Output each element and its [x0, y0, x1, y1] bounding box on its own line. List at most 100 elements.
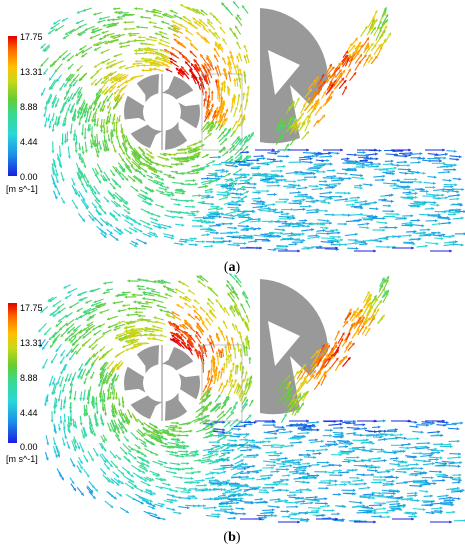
velocity-vector-head [231, 185, 235, 189]
velocity-vector-head [62, 426, 66, 430]
velocity-vector-head [366, 37, 369, 41]
velocity-vector-head [51, 105, 55, 108]
velocity-vector-head [131, 479, 135, 483]
velocity-vector-head [210, 188, 213, 192]
velocity-vector-head [106, 40, 110, 44]
velocity-vector-head [342, 69, 345, 73]
velocity-vector-head [296, 124, 300, 128]
velocity-vector-head [363, 54, 367, 58]
velocity-vector-head [217, 123, 221, 127]
velocity-vector-head [225, 335, 229, 339]
velocity-vector-head [370, 43, 374, 47]
velocity-vector-head [118, 199, 122, 202]
velocity-vector-head [155, 218, 159, 222]
velocity-vector-head [207, 377, 211, 381]
velocity-vector-head [103, 34, 107, 38]
velocity-vector-head [235, 25, 238, 29]
velocity-vector-head [58, 154, 62, 157]
velocity-vector-head [62, 200, 65, 204]
velocity-vector-head [122, 345, 126, 348]
velocity-vector-head [348, 55, 352, 59]
velocity-vector-head [97, 20, 101, 24]
velocity-vector-head [87, 119, 91, 122]
velocity-vector-head [298, 224, 301, 228]
velocity-vector-head [391, 209, 395, 213]
velocity-vector-head [175, 288, 178, 292]
velocity-vector-head [160, 279, 164, 283]
velocity-vector-head [138, 35, 141, 39]
velocity-vector-head [247, 163, 251, 167]
flow-vectors-a [40, 1, 465, 253]
velocity-vector-head [150, 155, 154, 159]
velocity-vector-head [74, 150, 78, 153]
velocity-vector-head [360, 173, 363, 177]
velocity-vector-head [181, 181, 184, 185]
velocity-vector-head [258, 217, 261, 221]
velocity-vector-head [197, 148, 201, 152]
velocity-vector-head [99, 147, 102, 150]
velocity-vector-head [158, 31, 162, 34]
velocity-vector-head [100, 229, 104, 233]
velocity-vector-head [80, 160, 84, 164]
velocity-vector-head [67, 108, 71, 112]
velocity-vector-head [413, 230, 417, 234]
velocity-vector-head [115, 237, 119, 241]
velocity-vector-head [435, 242, 439, 246]
velocity-vector-head [144, 169, 148, 173]
velocity-vector-head [175, 198, 179, 202]
velocity-vector-head [77, 194, 80, 198]
velocity-vector-head [145, 9, 149, 13]
legend-unit: [m s^-1] [6, 184, 38, 194]
velocity-vector-head [104, 413, 108, 416]
velocity-vector-head [216, 210, 220, 214]
velocity-vector-head [71, 481, 75, 484]
velocity-vector-head [55, 180, 59, 184]
velocity-vector-head [432, 232, 436, 236]
velocity-vector-head [384, 25, 387, 29]
velocity-vector-head [137, 47, 141, 51]
velocity-vector-head [214, 66, 218, 70]
velocity-vector-head [151, 289, 154, 293]
velocity-vector-head [222, 112, 225, 116]
velocity-vector-head [163, 60, 167, 63]
velocity-vector-head [129, 231, 133, 234]
velocity-vector-head [55, 173, 59, 177]
velocity-vector-head [121, 401, 125, 405]
velocity-vector-head [236, 123, 240, 127]
velocity-vector-head [197, 151, 201, 155]
velocity-vector-head [257, 165, 261, 169]
velocity-vector-head [192, 17, 196, 21]
velocity-vector-head [229, 353, 233, 357]
velocity-vector-head [206, 121, 209, 125]
velocity-vector-head [221, 2, 225, 6]
velocity-vector-head [433, 175, 437, 179]
velocity-vector-head [343, 80, 347, 83]
velocity-vector-head [208, 29, 212, 32]
velocity-vector-head [237, 243, 240, 247]
velocity-vector-head [225, 6, 229, 10]
velocity-vector-head [442, 188, 446, 192]
velocity-vector-head [236, 136, 240, 140]
velocity-vector-head [121, 177, 124, 181]
velocity-vector-head [72, 182, 76, 186]
velocity-vector-head [179, 324, 183, 328]
velocity-vector-head [78, 147, 82, 151]
velocity-vector-head [180, 189, 183, 193]
velocity-vector-head [222, 146, 226, 150]
velocity-vector-head [216, 112, 220, 116]
velocity-vector-head [103, 75, 107, 79]
velocity-vector-head [207, 21, 211, 25]
velocity-vector-head [136, 64, 139, 68]
velocity-vector-head [374, 10, 378, 14]
velocity-vector-head [227, 173, 231, 176]
velocity-vector-head [113, 7, 116, 11]
velocity-vector-head [194, 451, 198, 455]
velocity-vector-head [368, 54, 371, 58]
velocity-vector-head [170, 61, 173, 64]
velocity-vector-head [333, 79, 337, 83]
velocity-vector-head [200, 9, 204, 13]
velocity-vector-head [171, 47, 175, 50]
velocity-vector-head [125, 200, 129, 204]
velocity-vector-head [245, 54, 249, 57]
velocity-vector-head [161, 190, 165, 194]
